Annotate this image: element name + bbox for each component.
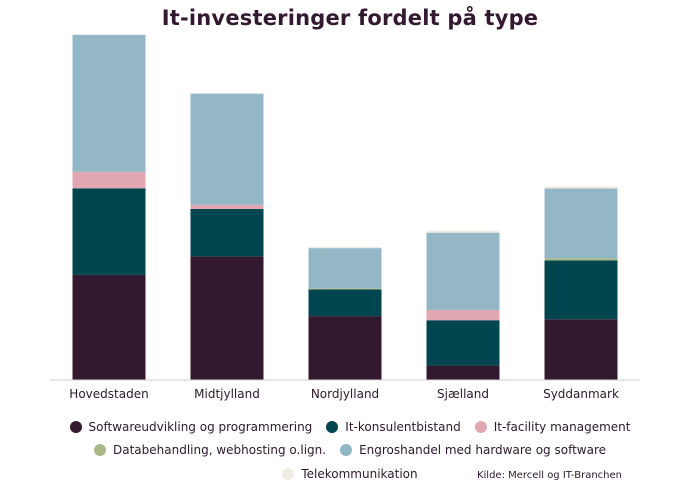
x-tick-label-sj-lland: Sjælland	[437, 387, 489, 401]
x-tick-label-hovedstaden: Hovedstaden	[69, 387, 148, 401]
bar-segment-syddanmark-s1	[544, 260, 618, 320]
x-tick-labels: Hovedstaden Midtjylland Nordjylland Sjællan…	[69, 387, 619, 401]
bar-segment-sj-lland-s0	[426, 365, 500, 380]
bar-segment-hovedstaden-s4	[72, 34, 146, 172]
bar-segment-sj-lland-s1	[426, 320, 500, 366]
bar-segment-midtjylland-s1	[190, 208, 264, 257]
x-tick-label-nordjylland: Nordjylland	[311, 387, 379, 401]
legend-item-telekommunikation: Telekommunikation	[282, 467, 418, 481]
legend-swatch-it-facility-management	[474, 421, 487, 433]
bar-segment-midtjylland-s4	[190, 93, 264, 205]
legend-row-2: Databehandling, webhosting o.lign. Engro…	[0, 443, 700, 457]
bar-segment-hovedstaden-s1	[72, 188, 146, 275]
bar-segment-midtjylland-s2	[190, 204, 264, 209]
bar-segment-nordjylland-s1	[308, 289, 382, 317]
legend-swatch-databehandling	[93, 444, 106, 456]
legend-swatch-engroshandel	[340, 444, 353, 456]
bar-segment-syddanmark-s0	[544, 319, 618, 380]
bar-segment-syddanmark-s3	[544, 258, 618, 261]
legend-row-1: Softwareudvikling og programmering It-ko…	[0, 420, 700, 434]
bar-segment-nordjylland-s3	[308, 288, 382, 290]
legend-label-softwareudvikling: Softwareudvikling og programmering	[88, 420, 313, 434]
legend-swatch-softwareudvikling	[69, 421, 82, 433]
legend-label-databehandling: Databehandling, webhosting o.lign.	[112, 443, 327, 457]
legend-swatch-telekommunikation	[282, 468, 295, 480]
bar-segment-nordjylland-s5	[308, 247, 382, 249]
bar-segment-nordjylland-s4	[308, 248, 382, 289]
bar-segment-hovedstaden-s2	[72, 171, 146, 189]
legend-label-telekommunikation: Telekommunikation	[301, 467, 418, 481]
bar-segment-sj-lland-s4	[426, 232, 500, 310]
legend-item-it-facility-management: It-facility management	[474, 420, 631, 434]
legend-label-engroshandel: Engroshandel med hardware og software	[359, 443, 607, 457]
x-tick-label-midtjylland: Midtjylland	[194, 387, 260, 401]
chart-title: It-investeringer fordelt på type	[161, 6, 539, 30]
bar-segment-sj-lland-s2	[426, 309, 500, 321]
legend-item-engroshandel: Engroshandel med hardware og software	[340, 443, 606, 457]
legend-label-it-konsulentbistand: It-konsulentbistand	[345, 420, 461, 434]
legend-row-3: Telekommunikation	[0, 467, 700, 481]
bar-segment-syddanmark-s4	[544, 188, 618, 259]
bars-layer	[72, 34, 618, 380]
bar-segment-sj-lland-s5	[426, 230, 500, 233]
chart-plot: Hovedstaden Midtjylland Nordjylland Sjællan…	[50, 34, 640, 401]
x-tick-label-syddanmark: Syddanmark	[543, 387, 619, 401]
legend-item-softwareudvikling: Softwareudvikling og programmering	[69, 420, 313, 434]
source-note: Kilde: Mercell og IT-Branchen	[476, 470, 622, 481]
legend-item-it-konsulentbistand: It-konsulentbistand	[326, 420, 461, 434]
legend-swatch-it-konsulentbistand	[326, 421, 339, 433]
legend-label-it-facility-management: It-facility management	[493, 420, 631, 434]
bar-segment-nordjylland-s0	[308, 316, 382, 380]
bar-segment-midtjylland-s0	[190, 256, 264, 380]
bar-segment-hovedstaden-s0	[72, 274, 146, 380]
bar-segment-syddanmark-s5	[544, 186, 618, 189]
legend-item-databehandling: Databehandling, webhosting o.lign.	[93, 443, 327, 457]
